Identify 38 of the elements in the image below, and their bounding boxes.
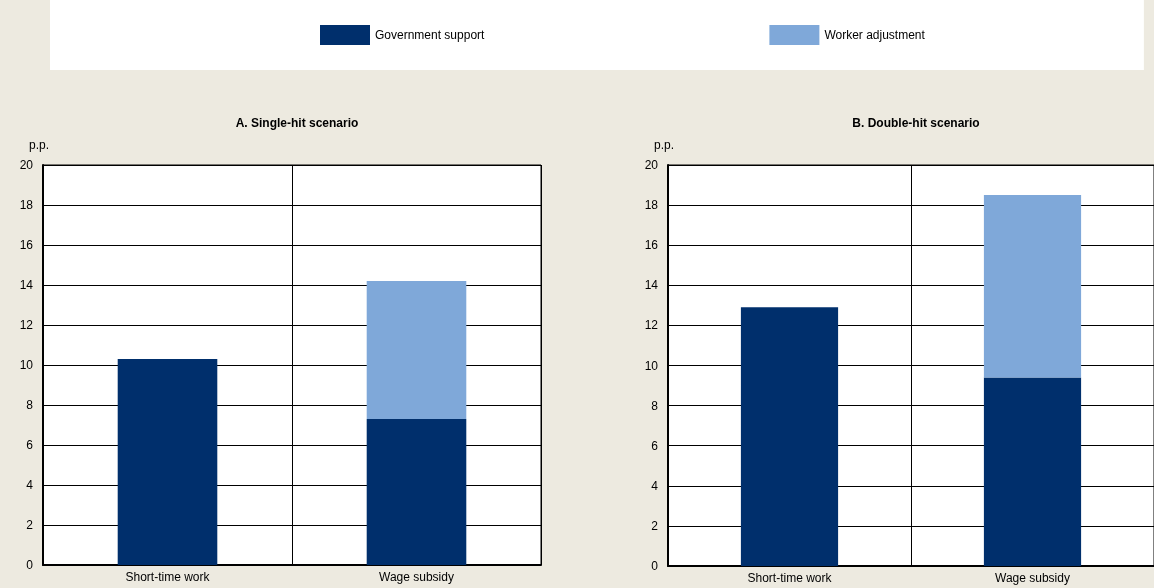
y-tick-label: 12 [644,318,659,333]
x-tick-label: Wage subsidy [995,571,1070,585]
y-tick-label: 6 [651,438,659,453]
bar [366,419,467,565]
y-tick-label: 14 [644,278,659,293]
y-axis-title: p.p. [653,138,674,152]
y-tick-label: 16 [19,238,34,252]
y-tick-label: 4 [651,478,659,493]
y-tick-label: 0 [26,558,34,572]
y-tick-label: 10 [644,358,659,373]
bar [983,195,1082,378]
y-axis-title: p.p. [28,138,49,152]
y-tick-label: 0 [651,559,659,573]
y-tick-label: 12 [19,318,34,332]
y-tick-label: 14 [19,278,34,292]
bar [366,281,467,419]
y-tick-label: 4 [26,478,34,492]
y-tick-label: 2 [26,518,34,532]
bar [983,377,1082,566]
legend-label: Government support [375,28,486,42]
x-tick-label: Short-time work [125,570,211,584]
x-tick-label: Wage subsidy [379,570,454,584]
y-tick-label: 20 [19,158,34,172]
y-tick-label: 18 [19,198,34,212]
legend-label: Worker adjustment [824,28,926,42]
chart-title: A. Single-hit scenario [235,116,359,130]
bar [740,307,839,566]
y-tick-label: 16 [644,238,659,253]
y-tick-label: 20 [644,158,659,172]
y-tick-label: 18 [644,198,659,213]
y-tick-label: 2 [651,518,659,533]
y-tick-label: 10 [19,358,34,372]
y-tick-label: 6 [26,438,34,452]
chart-title: B. Double-hit scenario [852,116,980,130]
bar [117,359,218,565]
x-tick-label: Short-time work [747,571,833,585]
y-tick-label: 8 [651,398,659,413]
y-tick-label: 8 [26,398,34,412]
